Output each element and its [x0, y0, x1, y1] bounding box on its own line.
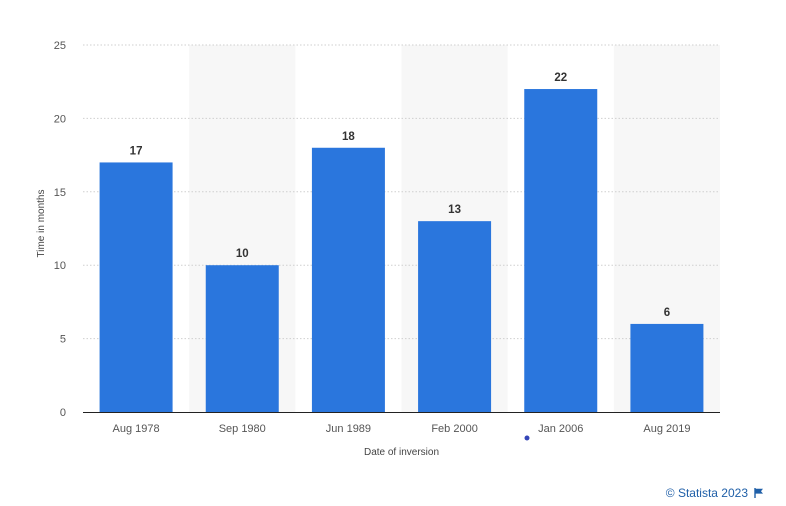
- y-tick-label: 15: [54, 187, 66, 199]
- x-tick-label: Aug 2019: [643, 423, 690, 435]
- y-tick-label: 20: [54, 113, 66, 125]
- x-axis-ticks: Aug 1978 Sep 1980 Jun 1989 Feb 2000 Jan 2006…: [113, 423, 691, 435]
- marker-dot: [524, 435, 530, 441]
- y-axis-ticks: 0 5 10 15 20 25: [54, 40, 66, 419]
- x-tick-label: Feb 2000: [431, 423, 477, 435]
- data-label: 22: [554, 72, 567, 84]
- x-tick-label: Aug 1978: [113, 423, 160, 435]
- bar: [524, 89, 598, 412]
- y-axis-title: Time in months: [36, 190, 47, 258]
- data-label: 6: [664, 307, 670, 319]
- data-label: 18: [342, 131, 355, 143]
- y-tick-label: 0: [60, 407, 66, 419]
- bar: [311, 147, 385, 412]
- data-label: 10: [236, 248, 249, 260]
- x-tick-label: Jan 2006: [538, 423, 583, 435]
- bar: [205, 265, 279, 412]
- y-tick-label: 25: [54, 40, 66, 52]
- bars: [99, 89, 704, 412]
- data-label: 17: [130, 145, 143, 157]
- data-labels: 17 10 18 13 22 6: [130, 72, 670, 319]
- y-tick-label: 10: [54, 260, 66, 272]
- x-tick-label: Sep 1980: [219, 423, 266, 435]
- bar: [630, 323, 704, 412]
- x-tick-label: Jun 1989: [326, 423, 371, 435]
- flag-icon[interactable]: [754, 488, 764, 498]
- statista-credit[interactable]: © Statista 2023: [666, 486, 764, 500]
- bar: [99, 162, 173, 412]
- credit-text[interactable]: © Statista 2023: [665, 486, 748, 500]
- x-axis-title: Date of inversion: [364, 447, 439, 458]
- gridlines: [83, 44, 720, 340]
- data-label: 13: [448, 204, 461, 216]
- y-tick-label: 5: [60, 334, 66, 346]
- bar: [418, 221, 492, 412]
